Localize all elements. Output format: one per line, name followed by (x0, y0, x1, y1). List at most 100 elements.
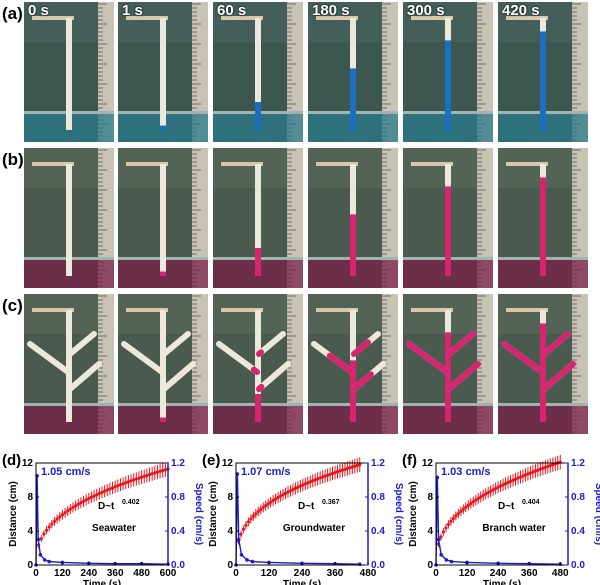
distance-point (113, 485, 117, 489)
distance-point (503, 482, 508, 486)
y2-tick-label: 0.0 (571, 560, 585, 571)
plot-frame (35, 462, 169, 566)
x-tick-label: 360 (327, 568, 344, 579)
y2-tick-label: 1.2 (171, 458, 185, 469)
distance-point (489, 489, 493, 493)
distance-point (293, 486, 297, 490)
distance-point (469, 501, 473, 506)
distance-point (142, 474, 146, 478)
y2-tick-label: 1.2 (371, 458, 385, 469)
distance-point (155, 470, 160, 474)
distance-point (499, 484, 503, 488)
chart-f: (f) 0 120 240 360 480 0 4 8 12 0.0 0.4 0.8 1.2 Time (s… (400, 452, 600, 585)
distance-point (479, 495, 483, 499)
y2-tick-label: 0.4 (571, 526, 585, 537)
photo-panel (24, 294, 114, 434)
distance-point (541, 466, 545, 470)
distance-point (254, 512, 258, 516)
distance-point (491, 488, 495, 492)
distance-point (84, 498, 88, 502)
formula-exponent: 0.402 (122, 499, 140, 506)
distance-point (71, 505, 75, 510)
distance-point (116, 484, 120, 488)
y-tick-label: 8 (227, 492, 233, 503)
distance-point (137, 476, 141, 480)
time-label: 60 s (217, 2, 247, 19)
distance-point (439, 535, 443, 539)
medium-label: Groundwater (283, 523, 345, 534)
distance-point (538, 467, 542, 471)
formula: D~t (498, 501, 515, 512)
distance-point (474, 498, 478, 502)
distance-point (313, 478, 317, 482)
distance-point (508, 479, 513, 483)
distance-point (274, 497, 278, 501)
distance-point (318, 476, 322, 480)
y2-tick-label: 0.8 (171, 492, 185, 503)
distance-point (456, 511, 460, 516)
x-tick-label: 120 (261, 568, 278, 579)
distance-point (444, 526, 448, 530)
chart-d: (d) 0 120 240 360 480 600 0 4 8 12 0.0 0.4 0.8 1.2 Time… (0, 452, 204, 585)
distance-point (58, 515, 62, 519)
x-tick-label: 0 (233, 568, 239, 579)
distance-point (89, 495, 94, 499)
distance-point (150, 472, 154, 476)
y2-tick-label: 0.4 (371, 526, 385, 537)
distance-point (60, 513, 64, 517)
row-label-a: (a) (2, 4, 23, 23)
speed-point (250, 559, 255, 564)
time-label: 420 s (502, 2, 540, 19)
photo-panel (498, 148, 588, 288)
speed-point (239, 553, 244, 557)
distance-point (132, 478, 136, 482)
distance-point (81, 499, 86, 503)
distance-point (278, 494, 283, 498)
distance-point (548, 463, 552, 468)
panel-label: (f) (402, 452, 417, 469)
photo-panel (118, 294, 208, 434)
speed-annotation: 1.05 cm/s (41, 466, 91, 478)
distance-point (551, 463, 555, 467)
distance-point (244, 523, 248, 527)
distance-point (68, 507, 72, 511)
distance-point (163, 468, 167, 472)
distance-point (340, 468, 345, 472)
distance-point (256, 509, 260, 514)
distance-point (286, 490, 290, 494)
y-tick-label: 12 (222, 458, 234, 469)
distance-point (42, 532, 46, 536)
x-tick-label: 360 (107, 568, 124, 579)
distance-point (461, 507, 465, 511)
distance-point (276, 495, 280, 500)
distance-point (100, 490, 104, 494)
distance-point (464, 505, 468, 509)
distance-point (501, 483, 505, 487)
formula-exponent: 0.404 (522, 499, 540, 506)
y-tick-label: 4 (27, 526, 33, 537)
distance-point (531, 470, 535, 474)
y2-tick-label: 0.0 (371, 560, 385, 571)
photo-panel (308, 294, 398, 434)
distance-point (306, 481, 310, 485)
y-tick-label: 12 (422, 458, 434, 469)
distance-point (526, 472, 530, 476)
distance-point (345, 466, 349, 471)
speed-point (444, 558, 449, 562)
speed-annotation: 1.07 cm/s (241, 466, 291, 478)
distance-point (454, 514, 458, 518)
photo-panel (498, 294, 588, 434)
distance-point (74, 504, 78, 508)
x-tick-label: 0 (433, 568, 439, 579)
x-tick-label: 120 (54, 568, 71, 579)
distance-point (296, 485, 300, 489)
distance-point (330, 471, 335, 476)
distance-point (288, 489, 293, 493)
distance-point (441, 530, 446, 534)
distance-point (249, 517, 253, 521)
distance-point (496, 485, 500, 489)
distance-point (79, 501, 83, 505)
y-tick-label: 8 (427, 492, 433, 503)
distance-point (261, 505, 265, 510)
x-tick-label: 480 (552, 568, 569, 579)
